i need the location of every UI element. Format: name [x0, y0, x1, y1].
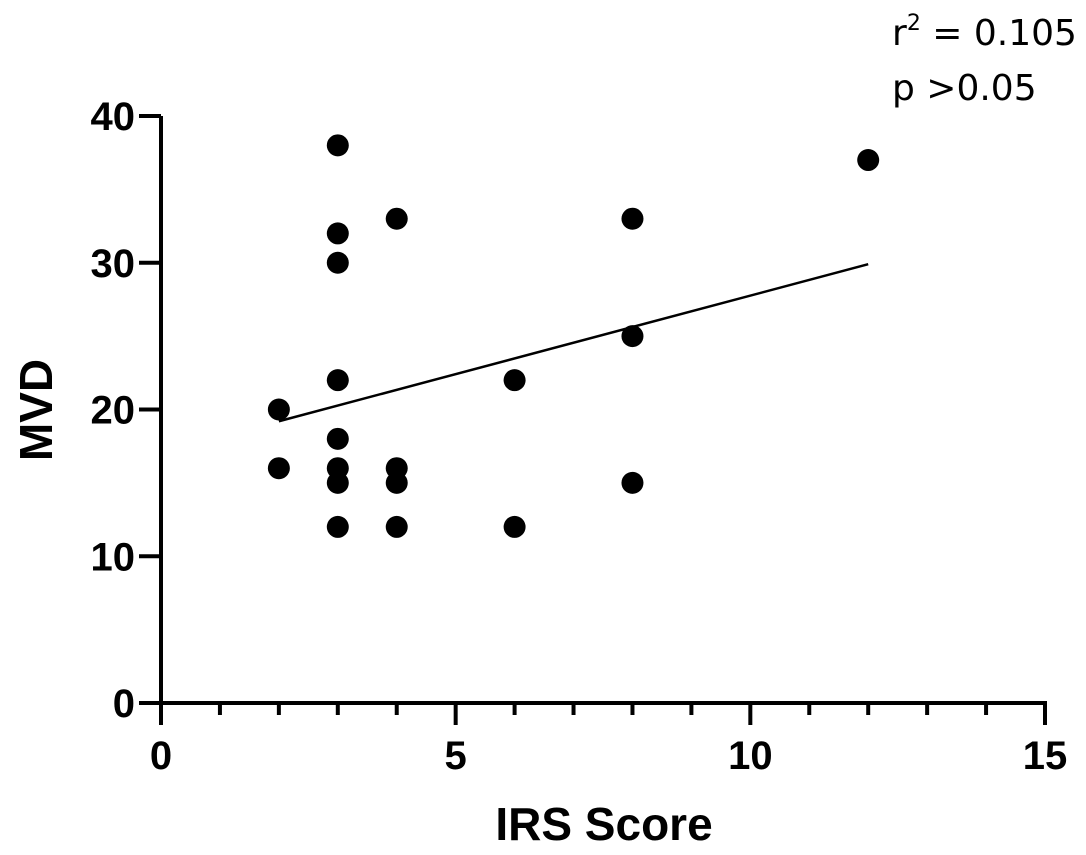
x-axis-title: IRS Score: [495, 798, 712, 850]
data-point: [621, 207, 644, 230]
data-point: [503, 515, 526, 538]
y-axis-ticks: 0 10 20 30 40: [91, 95, 161, 726]
data-point: [857, 149, 880, 172]
y-tick-label: 20: [91, 389, 136, 433]
r-squared-prefix: r: [892, 13, 907, 54]
data-point: [385, 207, 408, 230]
x-tick-label: 10: [728, 734, 773, 778]
y-tick-label: 10: [91, 535, 136, 579]
data-point: [326, 134, 349, 157]
data-point: [621, 471, 644, 494]
axes: [159, 116, 1047, 705]
data-points: [267, 134, 880, 538]
x-tick-label: 15: [1023, 734, 1068, 778]
data-point: [326, 471, 349, 494]
data-point: [267, 457, 290, 480]
y-tick-label: 40: [91, 95, 136, 139]
data-point: [326, 251, 349, 274]
y-tick-label: 30: [91, 242, 136, 286]
r-squared-exponent: 2: [907, 11, 921, 36]
regression-line: [278, 263, 869, 423]
x-tick-label: 5: [445, 734, 467, 778]
data-point: [326, 515, 349, 538]
x-tick-label: 0: [150, 734, 172, 778]
x-axis-ticks: 0 5 10 15: [150, 703, 1067, 778]
data-point: [385, 515, 408, 538]
data-point: [326, 427, 349, 450]
r-squared-value: = 0.105: [921, 13, 1077, 54]
p-value-annotation: p >0.05: [892, 68, 1037, 109]
y-tick-label: 0: [113, 682, 135, 726]
data-point: [267, 398, 290, 421]
data-point: [503, 369, 526, 392]
y-axis-title: MVD: [10, 359, 62, 461]
data-point: [385, 471, 408, 494]
data-point: [326, 222, 349, 245]
data-point: [326, 369, 349, 392]
data-point: [621, 325, 644, 348]
r-squared-annotation: r2 = 0.105: [892, 11, 1077, 54]
